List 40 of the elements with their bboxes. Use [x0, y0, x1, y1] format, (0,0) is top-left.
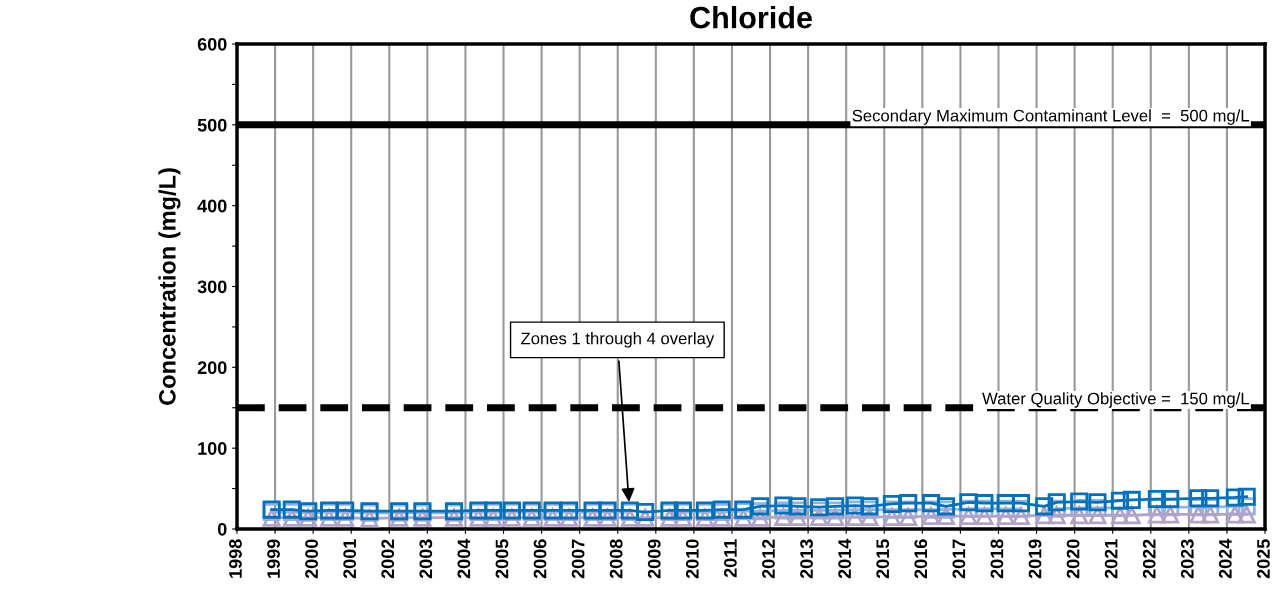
x-tick-label: 1998: [229, 539, 242, 578]
x-tick-label: 2011: [724, 539, 737, 578]
x-tick-label: 2007: [571, 539, 585, 579]
x-tick-label: 2017: [952, 539, 966, 579]
y-tick-label: 0: [217, 522, 227, 536]
y-tick-label: 100: [198, 442, 227, 455]
y-axis-title: Concentration (mg/L): [158, 168, 181, 405]
x-tick-label: 2006: [533, 539, 547, 579]
x-tick-label: 2012: [762, 539, 775, 579]
x-tick-label: 2000: [305, 539, 318, 579]
y-tick-label: 400: [197, 199, 227, 213]
x-tick-label: 2003: [419, 539, 433, 579]
ref-line-label: Secondary Maximum Contaminant Level = 500 mg/L: [852, 109, 1250, 125]
x-tick-label: 2004: [457, 538, 471, 579]
annotation: Zones 1 through 4 overlay: [521, 332, 715, 348]
x-tick-label: 2019: [1028, 539, 1042, 579]
x-tick-label: 2024: [1218, 538, 1232, 579]
y-tick-label: 600: [197, 37, 227, 51]
x-tick-label: 2014: [838, 538, 852, 579]
x-tick-label: 2002: [381, 539, 395, 579]
x-tick-label: 2015: [876, 539, 890, 579]
x-tick-label: 2018: [990, 539, 1004, 579]
x-tick-label: 2016: [914, 539, 928, 579]
x-tick-label: 2005: [495, 539, 509, 579]
x-tick-label: 2010: [685, 539, 699, 579]
x-tick-label: 2009: [647, 539, 661, 579]
x-tick-label: 2020: [1066, 539, 1080, 579]
x-tick-label: 1999: [267, 539, 280, 578]
x-tick-label: 2001: [343, 539, 357, 579]
x-tick-label: 2008: [609, 539, 623, 579]
chart-title: Chloride: [690, 6, 812, 29]
x-tick-label: 2022: [1142, 539, 1156, 579]
y-tick-label: 300: [197, 280, 227, 294]
x-tick-label: 2021: [1104, 539, 1118, 579]
x-tick-label: 2013: [800, 539, 813, 579]
x-tick-label: 2025: [1257, 539, 1270, 579]
x-tick-label: 2023: [1180, 539, 1194, 579]
ref-line-label: Water Quality Objective = 150 mg/L: [982, 392, 1250, 408]
y-tick-label: 200: [197, 361, 227, 375]
y-tick-label: 500: [197, 118, 227, 132]
